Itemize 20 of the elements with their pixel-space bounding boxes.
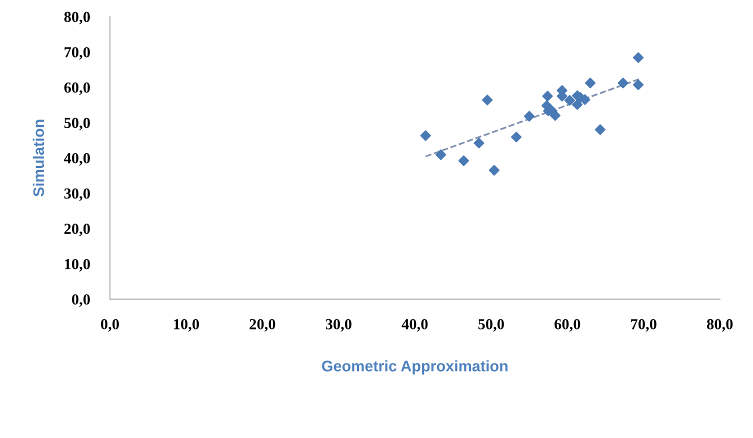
y-tick-label: 10,0	[64, 258, 90, 272]
x-tick-label: 70,0	[631, 319, 656, 332]
y-tick-label: 30,0	[64, 188, 90, 201]
x-tick-label: 20,0	[250, 319, 276, 332]
y-tick-label: 50,0	[64, 118, 90, 130]
x-tick-label: 0,0	[100, 319, 119, 332]
y-axis-title: Simulation	[32, 120, 44, 197]
x-tick-label: 40,0	[402, 319, 428, 332]
x-tick-label: 80,0	[707, 319, 733, 332]
y-tick-label: 0,0	[72, 294, 90, 307]
y-tick-label: 80,0	[64, 12, 90, 24]
y-tick-label: 70,0	[64, 47, 90, 60]
x-tick-label: 60,0	[554, 319, 580, 332]
x-tick-label: 50,0	[478, 319, 504, 332]
y-tick-label: 20,0	[64, 224, 90, 236]
y-tick-label: 40,0	[64, 153, 90, 166]
y-tick-label: 60,0	[64, 82, 90, 95]
x-tick-label: 10,0	[174, 319, 199, 332]
x-axis-title: Geometric Approximation	[322, 360, 508, 374]
x-tick-label: 30,0	[326, 319, 352, 332]
